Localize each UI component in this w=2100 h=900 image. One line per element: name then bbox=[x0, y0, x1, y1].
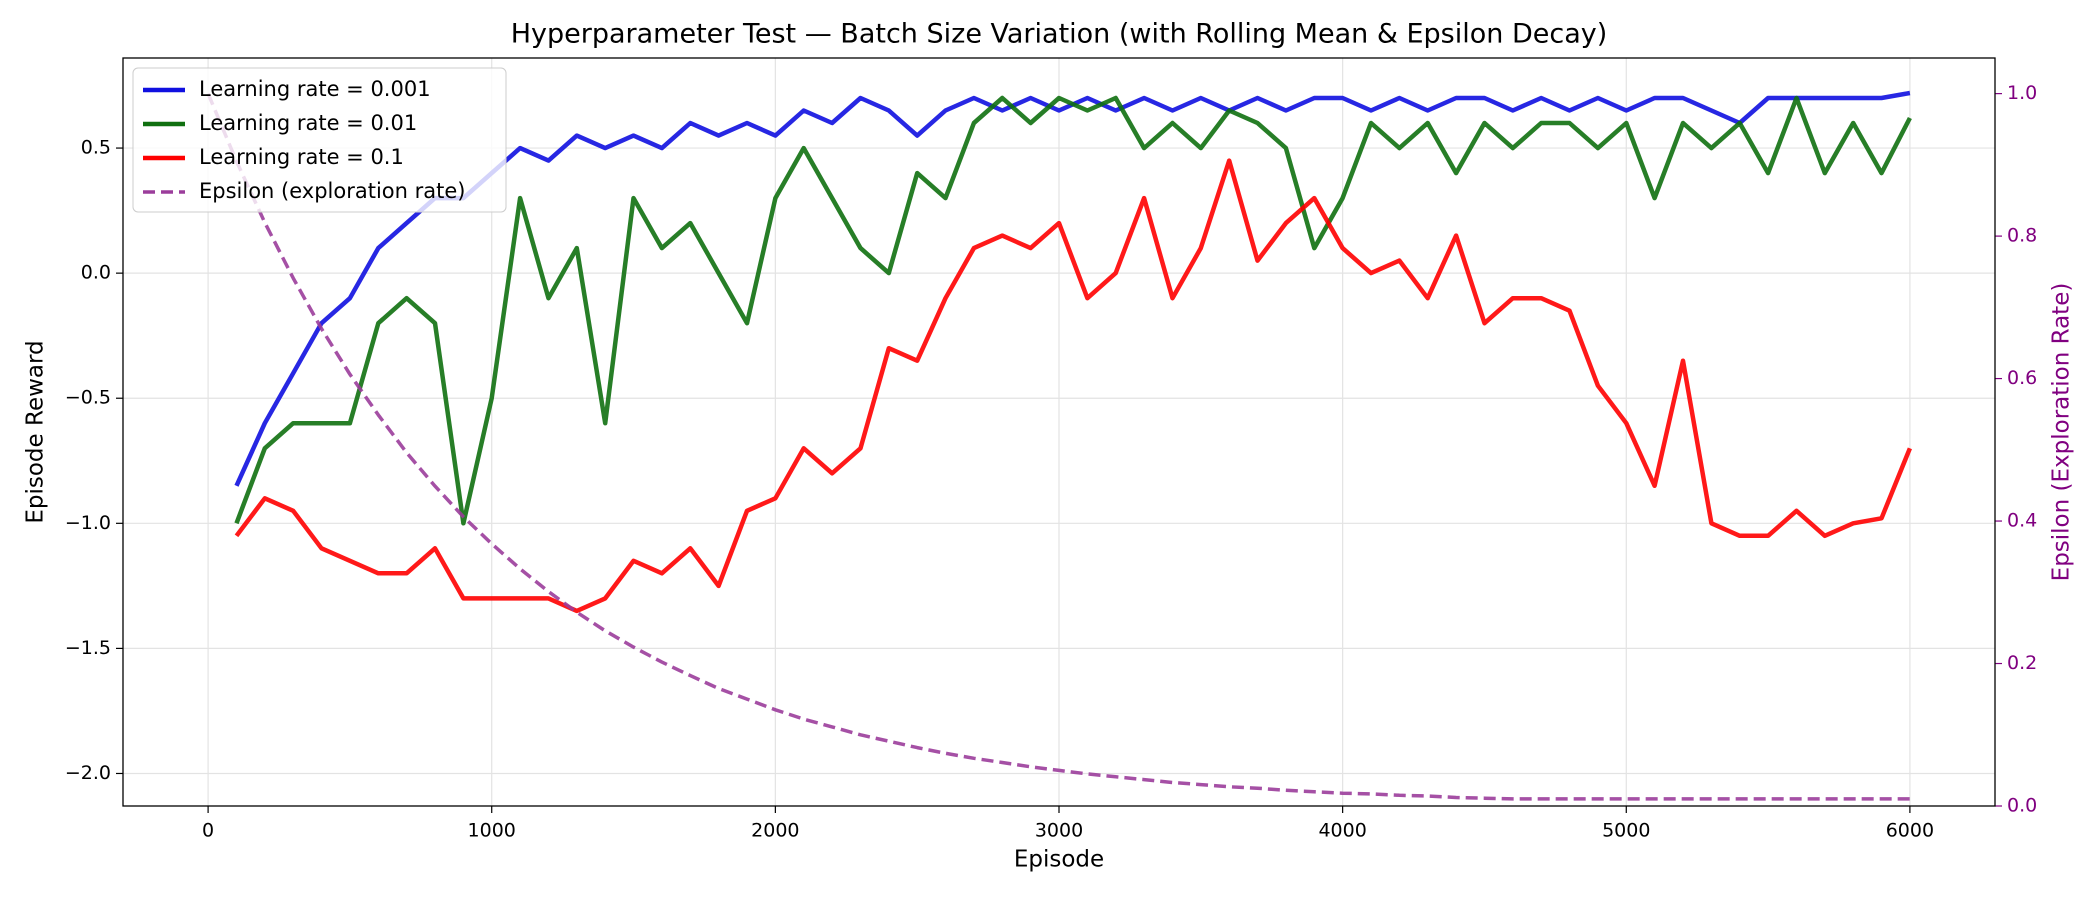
y-tick-label: −0.5 bbox=[65, 387, 111, 409]
legend-label: Learning rate = 0.001 bbox=[199, 77, 431, 101]
chart-title: Hyperparameter Test — Batch Size Variati… bbox=[511, 19, 1608, 50]
series-line bbox=[206, 92, 1910, 801]
x-tick-label: 0 bbox=[202, 820, 214, 842]
series-line bbox=[234, 158, 1912, 614]
legend-label: Epsilon (exploration rate) bbox=[199, 179, 465, 203]
y2-tick-label: 0.8 bbox=[2007, 225, 2037, 247]
legend-label: Learning rate = 0.01 bbox=[199, 111, 417, 135]
x-tick-label: 3000 bbox=[1035, 820, 1083, 842]
y2-tick-label: 0.2 bbox=[2007, 652, 2037, 674]
y-tick-label: −2.0 bbox=[65, 762, 111, 784]
x-tick-label: 1000 bbox=[468, 820, 516, 842]
y2-tick-label: 0.0 bbox=[2007, 795, 2037, 817]
x-tick-label: 5000 bbox=[1602, 820, 1650, 842]
series-line bbox=[234, 95, 1912, 526]
legend-label: Learning rate = 0.1 bbox=[199, 145, 404, 169]
plot-frame bbox=[122, 57, 1996, 807]
y-tick-label: 0.0 bbox=[81, 262, 111, 284]
y-tick-label: −1.5 bbox=[65, 637, 111, 659]
y-tick-label: −1.0 bbox=[65, 512, 111, 534]
y2-tick-label: 1.0 bbox=[2007, 82, 2037, 104]
y2-axis-label: Epsilon (Exploration Rate) bbox=[2049, 283, 2075, 582]
x-tick-label: 4000 bbox=[1318, 820, 1366, 842]
x-axis-label: Episode bbox=[1014, 847, 1104, 873]
legend-box bbox=[132, 67, 507, 213]
x-tick-label: 2000 bbox=[751, 820, 799, 842]
y2-tick-label: 0.6 bbox=[2007, 367, 2037, 389]
y-tick-label: 0.5 bbox=[81, 137, 111, 159]
x-tick-label: 6000 bbox=[1886, 820, 1934, 842]
y2-tick-label: 0.4 bbox=[2007, 510, 2037, 532]
y-axis-label: Episode Reward bbox=[23, 340, 49, 523]
legend: Learning rate = 0.001 Learning rate = 0.0… bbox=[132, 67, 507, 213]
